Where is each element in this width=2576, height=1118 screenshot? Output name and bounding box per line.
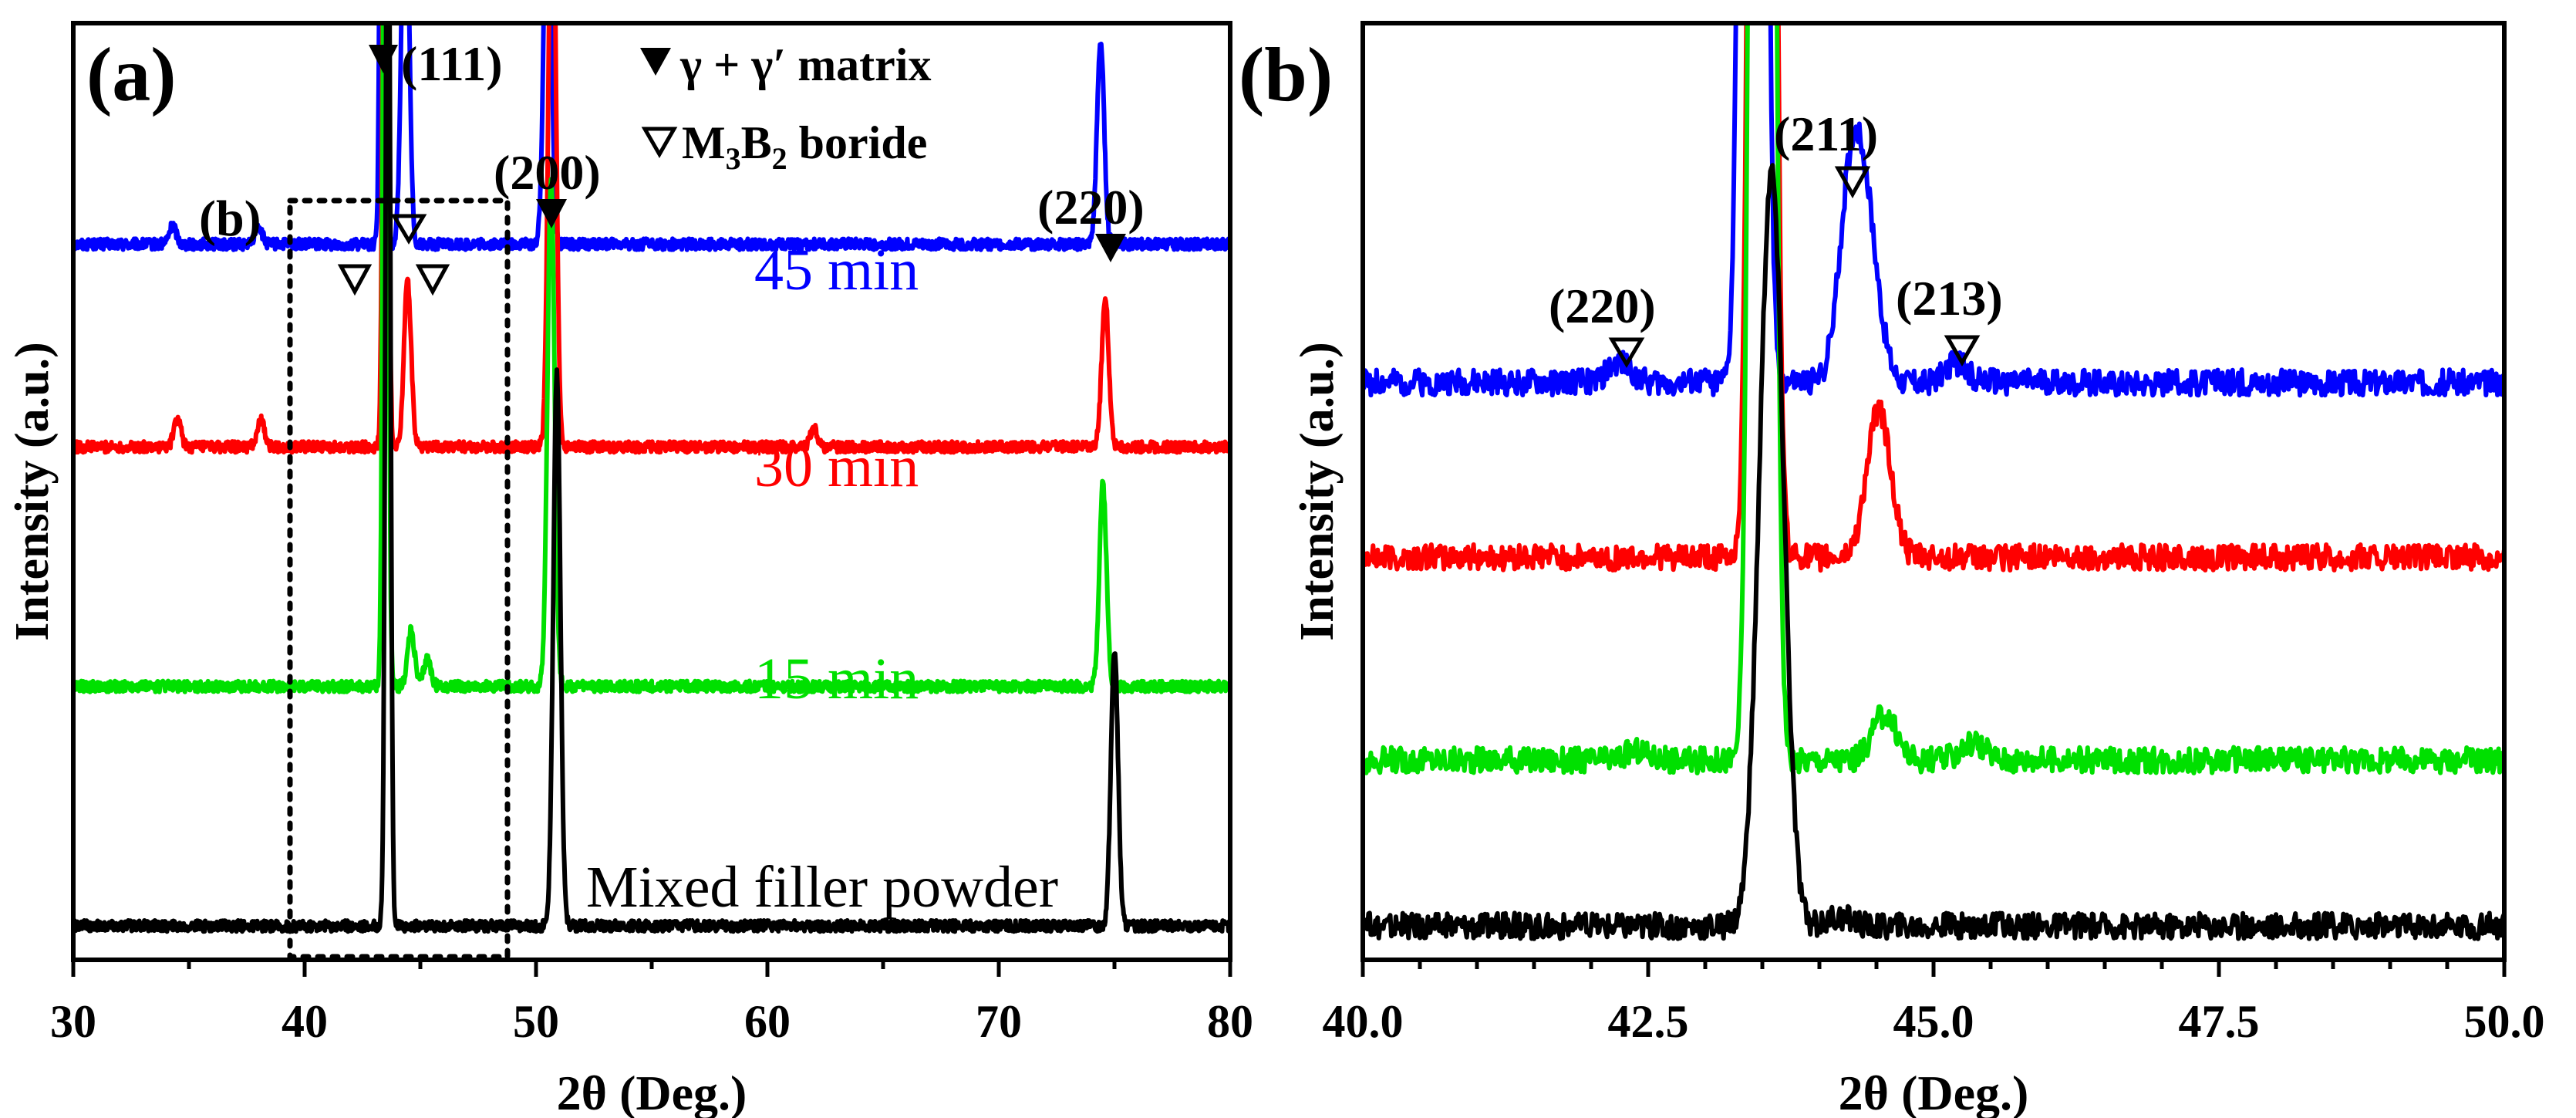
boride-peak-marker-icon xyxy=(390,214,427,245)
x-tick-label: 30 xyxy=(50,996,96,1047)
panel-a-label: (a) xyxy=(86,32,177,117)
boride-220-marker-icon xyxy=(1608,337,1645,368)
series-line-mixed-filler-powder xyxy=(73,23,1230,934)
boride-peak-marker-icon xyxy=(415,264,450,296)
series-line-45-min xyxy=(1363,23,2504,398)
inset-box-label: (b) xyxy=(199,191,261,247)
peak-111-label: (111) xyxy=(401,36,503,91)
series-label-45min: 45 min xyxy=(754,238,919,302)
peak-200-marker-icon xyxy=(536,199,567,228)
panel-b-label: (b) xyxy=(1239,32,1333,117)
series-line-15-min xyxy=(73,23,1230,694)
x-tick-label: 42.5 xyxy=(1608,996,1689,1047)
peak-220-marker-icon xyxy=(1095,234,1126,262)
x-tick-label: 60 xyxy=(744,996,791,1047)
x-tick-label: 45.0 xyxy=(1893,996,1974,1047)
panel-b-x-axis: 40.0 42.5 45.0 47.5 50.0 xyxy=(1323,960,2545,1047)
x-tick-label: 70 xyxy=(976,996,1022,1047)
series-label-mixed-filler: Mixed filler powder xyxy=(586,855,1058,920)
peak-211-label: (211) xyxy=(1774,106,1878,161)
panel-b-curves xyxy=(1363,23,2504,941)
peak-220-b-label: (220) xyxy=(1549,279,1656,333)
series-line-mixed-filler-powder xyxy=(1363,163,2504,941)
series-label-15min: 15 min xyxy=(754,647,919,711)
panel-a-frame xyxy=(71,21,1232,962)
x-tick-label: 80 xyxy=(1207,996,1253,1047)
panel-b: 40.0 42.5 45.0 47.5 50.0 (b) (220) (211) (21… xyxy=(1239,21,2545,1118)
panel-b-frame xyxy=(1360,21,2507,962)
series-label-30min: 30 min xyxy=(754,434,919,499)
x-tick-label: 50.0 xyxy=(2464,996,2545,1047)
series-line-45-min xyxy=(73,23,1230,252)
x-tick-label: 40 xyxy=(282,996,328,1047)
peak-111-marker-icon xyxy=(369,45,398,73)
peak-200-label: (200) xyxy=(494,145,601,200)
boride-211-marker-icon xyxy=(1834,166,1871,199)
boride-213-marker-icon xyxy=(1944,335,1981,367)
series-line-30-min xyxy=(73,23,1230,455)
open-triangle-legend-icon xyxy=(641,127,678,159)
peak-213-label: (213) xyxy=(1896,271,2003,326)
x-tick-label: 47.5 xyxy=(2179,996,2260,1047)
panel-a: 30 40 50 60 70 80 (a) (b) γ + γ′ matrix M3B2 … xyxy=(6,21,1253,1118)
peak-220-label: (220) xyxy=(1037,180,1145,235)
panel-a-curves xyxy=(73,23,1230,934)
boride-peak-marker-icon xyxy=(337,264,373,296)
legend-matrix-label: γ + γ′ matrix xyxy=(679,39,931,90)
x-tick-label: 50 xyxy=(513,996,559,1047)
panel-b-x-axis-title: 2θ (Deg.) xyxy=(1839,1066,2029,1118)
series-line-30-min xyxy=(1363,23,2504,573)
panel-a-y-axis-title: Intensity (a.u.) xyxy=(6,342,59,641)
inset-region-box xyxy=(287,198,511,960)
series-line-15-min xyxy=(1363,23,2504,775)
x-tick-label: 40.0 xyxy=(1323,996,1404,1047)
panel-a-x-axis: 30 40 50 60 70 80 xyxy=(50,960,1253,1047)
legend-boride-label: M3B2 boride xyxy=(682,117,927,176)
panel-a-x-axis-title: 2θ (Deg.) xyxy=(557,1066,747,1118)
panel-b-y-axis-title: Intensity (a.u.) xyxy=(1291,342,1344,641)
filled-triangle-legend-icon xyxy=(640,48,671,76)
